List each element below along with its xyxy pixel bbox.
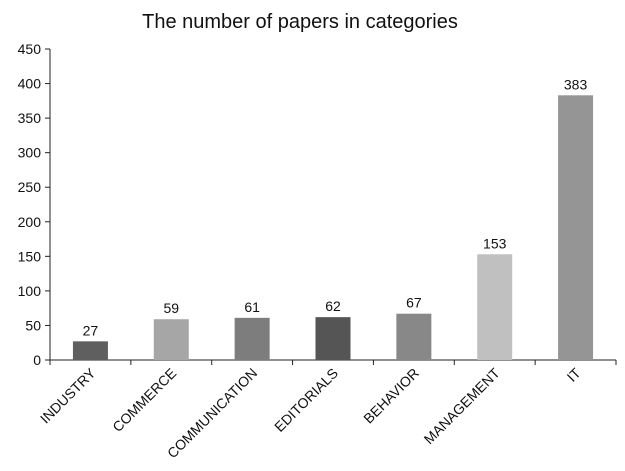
data-label: 383 (564, 76, 588, 92)
data-label: 153 (483, 235, 507, 251)
category-label: EDITORIALS (271, 365, 341, 435)
category-label: IT (564, 364, 584, 384)
category-label: COMMERCE (109, 365, 179, 435)
data-label: 27 (83, 322, 99, 338)
axes: 0 50 100 150 200 250 300 350 400 450 (18, 41, 617, 368)
y-tick-label: 350 (18, 110, 42, 126)
y-tick-label: 150 (18, 248, 42, 264)
y-tick-label: 250 (18, 179, 42, 195)
bar-editorials (315, 317, 351, 360)
bar-it (558, 95, 594, 360)
data-label: 59 (163, 300, 179, 316)
chart-title: The number of papers in categories (142, 11, 458, 33)
bars (72, 95, 594, 360)
y-tick-label: 100 (18, 283, 42, 299)
y-tick-label: 0 (33, 352, 41, 368)
bar-commerce (153, 319, 189, 360)
y-tick-label: 300 (18, 145, 42, 161)
data-labels: 27 59 61 62 67 153 383 (83, 76, 588, 338)
category-label: MANAGEMENT (421, 364, 504, 447)
data-label: 61 (244, 299, 260, 315)
data-label: 67 (406, 295, 422, 311)
bar-communication (234, 317, 270, 360)
category-label: COMMUNICATION (164, 365, 260, 461)
bar-industry (72, 341, 108, 360)
category-label: BEHAVIOR (360, 365, 422, 427)
y-tick-label: 400 (18, 76, 42, 92)
data-label: 62 (325, 298, 341, 314)
y-tick-label: 50 (25, 317, 41, 333)
bar-management (477, 254, 513, 360)
bar-behavior (396, 313, 432, 360)
category-label: INDUSTRY (37, 364, 99, 426)
y-tick-label: 450 (18, 41, 42, 57)
y-tick-label: 200 (18, 214, 42, 230)
